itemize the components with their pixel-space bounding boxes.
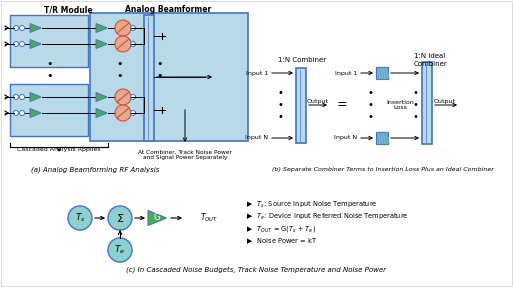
Polygon shape: [96, 92, 107, 102]
Circle shape: [19, 42, 25, 46]
Text: •
•: • •: [157, 59, 163, 81]
Circle shape: [115, 20, 131, 36]
Text: $\blacktriangleright$  $T_{OUT}$ = G($T_s$ + $T_e$): $\blacktriangleright$ $T_{OUT}$ = G($T_s…: [245, 224, 316, 234]
Circle shape: [130, 110, 135, 115]
Text: •
•
•: • • •: [277, 88, 283, 122]
Circle shape: [13, 110, 18, 115]
Text: 1:N Combiner: 1:N Combiner: [278, 57, 326, 63]
Bar: [10, 15, 88, 67]
Text: Output: Output: [434, 98, 456, 104]
Circle shape: [19, 94, 25, 100]
Text: Input N: Input N: [245, 135, 268, 141]
Text: (c) In Cascaded Noise Budgets, Track Noise Temperature and Noise Power: (c) In Cascaded Noise Budgets, Track Noi…: [126, 267, 386, 273]
Text: $\Sigma$: $\Sigma$: [116, 212, 124, 224]
Text: •
•
•: • • •: [367, 88, 373, 122]
Text: Input 1: Input 1: [335, 71, 357, 75]
Polygon shape: [30, 108, 41, 117]
Circle shape: [108, 238, 132, 262]
Circle shape: [115, 89, 131, 105]
Text: and Signal Power Separately: and Signal Power Separately: [143, 156, 227, 160]
Text: •
•
•: • • •: [412, 88, 418, 122]
Bar: [422, 62, 432, 144]
Circle shape: [108, 206, 132, 230]
Bar: [376, 67, 388, 79]
Circle shape: [19, 110, 25, 115]
Text: Input N: Input N: [334, 135, 357, 141]
Text: Input 1: Input 1: [246, 71, 268, 75]
Text: •
•: • •: [47, 59, 53, 81]
Circle shape: [115, 105, 131, 121]
Polygon shape: [30, 40, 41, 49]
Polygon shape: [96, 24, 107, 32]
Text: $\blacktriangleright$  Noise Power = kT: $\blacktriangleright$ Noise Power = kT: [245, 236, 318, 246]
Text: Analog Beamformer: Analog Beamformer: [125, 5, 211, 15]
Text: $T_{OUT}$: $T_{OUT}$: [200, 212, 219, 224]
Circle shape: [13, 26, 18, 30]
Text: G: G: [154, 214, 160, 222]
Polygon shape: [30, 92, 41, 102]
Text: $\blacktriangleright$  $T_e$: Device Input Referred Noise Temperature: $\blacktriangleright$ $T_e$: Device Inpu…: [245, 212, 409, 222]
Text: =: =: [337, 98, 347, 112]
Polygon shape: [30, 24, 41, 32]
Polygon shape: [96, 108, 107, 117]
Bar: [376, 132, 388, 144]
Bar: [10, 84, 88, 136]
Text: Cascaded Analysis Applies: Cascaded Analysis Applies: [17, 146, 101, 152]
Polygon shape: [96, 40, 107, 49]
Circle shape: [13, 94, 18, 100]
Bar: [144, 15, 154, 141]
Circle shape: [19, 26, 25, 30]
Circle shape: [115, 36, 131, 52]
Circle shape: [130, 26, 135, 30]
Circle shape: [130, 94, 135, 100]
Polygon shape: [148, 210, 167, 226]
Text: Output: Output: [307, 98, 329, 104]
Circle shape: [130, 42, 135, 46]
Text: $\blacktriangleright$  $T_s$: Source Input Noise Temperature: $\blacktriangleright$ $T_s$: Source Inpu…: [245, 200, 378, 210]
Text: $T_e$: $T_e$: [114, 244, 126, 256]
Bar: [90, 13, 248, 141]
Circle shape: [68, 206, 92, 230]
Text: (b) Separate Combiner Terms to Insertion Loss Plus an Ideal Combiner: (b) Separate Combiner Terms to Insertion…: [272, 168, 494, 172]
Text: (a) Analog Beamforming RF Analysis: (a) Analog Beamforming RF Analysis: [31, 167, 159, 173]
Circle shape: [13, 42, 18, 46]
Text: 1:N Ideal
Combiner: 1:N Ideal Combiner: [413, 53, 447, 67]
Bar: [296, 68, 306, 143]
Text: At Combiner, Track Noise Power: At Combiner, Track Noise Power: [138, 150, 232, 154]
Text: T/R Module: T/R Module: [44, 5, 92, 15]
Text: $T_s$: $T_s$: [75, 212, 85, 224]
Text: •
•: • •: [117, 59, 123, 81]
Text: Insertion
Loss: Insertion Loss: [386, 100, 414, 110]
